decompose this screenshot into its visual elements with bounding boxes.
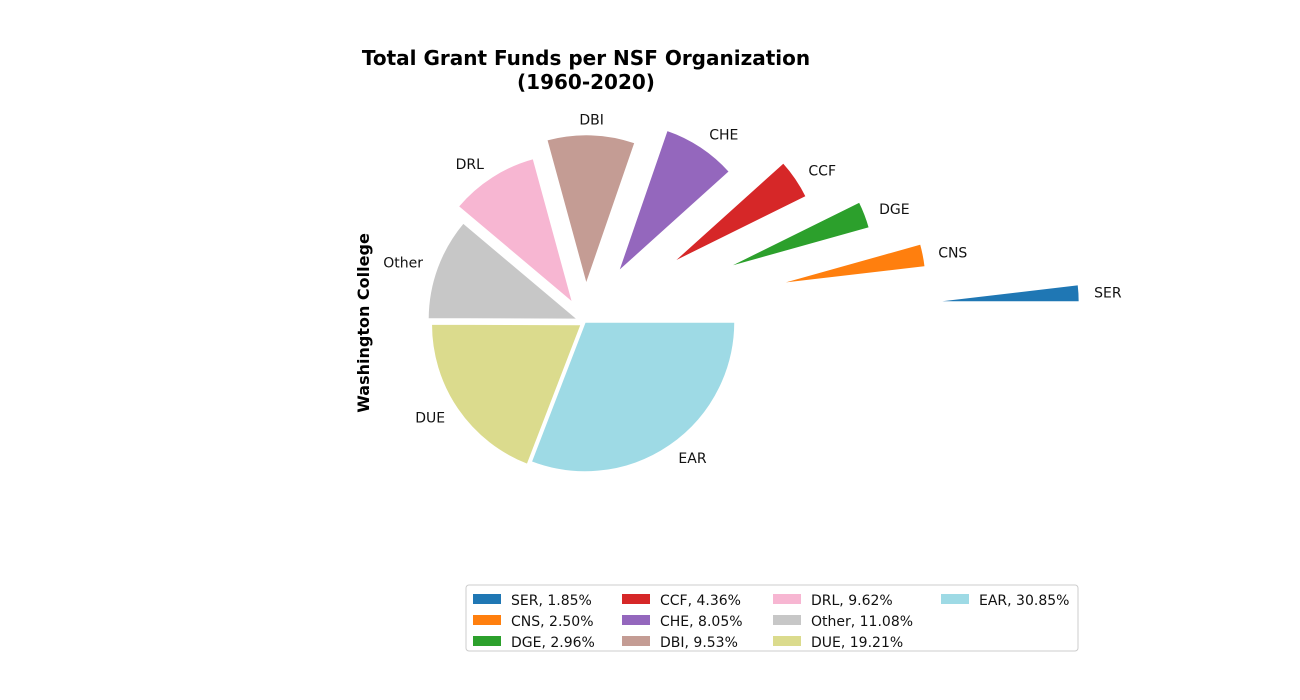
pie-slice-ser (929, 283, 1081, 303)
slice-label-other: Other (383, 256, 423, 272)
slice-label-drl: DRL (456, 157, 485, 173)
legend-swatch-ccf (622, 594, 650, 604)
slice-label-dbi: DBI (579, 113, 604, 129)
legend-entry-drl: DRL, 9.62% (811, 593, 893, 609)
legend-swatch-other (773, 615, 801, 625)
chart-subtitle: (1960-2020) (517, 70, 655, 94)
legend-swatch-che (622, 615, 650, 625)
pie-slice-che (616, 129, 731, 275)
chart-title: Total Grant Funds per NSF Organization (362, 46, 810, 70)
legend-entry-che: CHE, 8.05% (660, 614, 743, 630)
legend-swatch-ser (473, 594, 501, 604)
legend-entry-ccf: CCF, 4.36% (660, 593, 741, 609)
slice-label-ccf: CCF (808, 163, 836, 179)
legend: SER, 1.85% CNS, 2.50% DGE, 2.96% CCF, 4.36%… (465, 584, 1079, 652)
legend-swatch-due (773, 636, 801, 646)
legend-entry-dge: DGE, 2.96% (511, 635, 595, 651)
pie-slice-labels: SER CNS DGE CCF CHE DBI DRL Other DUE EAR (383, 113, 1122, 467)
slice-label-ear: EAR (678, 451, 706, 467)
pie-slice-due (430, 323, 583, 466)
pie-slice-dge (724, 200, 871, 270)
legend-swatch-dge (473, 636, 501, 646)
pie-slice-cns (776, 242, 927, 286)
slice-label-che: CHE (709, 127, 738, 143)
legend-swatch-cns (473, 615, 501, 625)
y-axis-label: Washington College (354, 233, 373, 413)
legend-frame (465, 584, 1079, 652)
slice-label-ser: SER (1094, 285, 1122, 301)
pie-slice-drl (457, 157, 575, 306)
legend-entry-dbi: DBI, 9.53% (660, 635, 738, 651)
legend-entry-ear: EAR, 30.85% (979, 593, 1069, 609)
pie-slice-other (427, 221, 581, 321)
pie-slice-ccf (671, 161, 808, 264)
legend-entry-other: Other, 11.08% (811, 614, 913, 630)
legend-entry-cns: CNS, 2.50% (511, 614, 594, 630)
slice-label-cns: CNS (938, 245, 967, 261)
pie-slices (427, 129, 1081, 473)
pie-slice-dbi (545, 133, 637, 288)
legend-swatch-ear (941, 594, 969, 604)
legend-swatch-dbi (622, 636, 650, 646)
legend-swatch-drl (773, 594, 801, 604)
legend-entry-due: DUE, 19.21% (811, 635, 903, 651)
legend-entry-ser: SER, 1.85% (511, 593, 592, 609)
pie-slice-ear (530, 321, 736, 473)
slice-label-due: DUE (415, 411, 445, 427)
slice-label-dge: DGE (879, 202, 909, 218)
